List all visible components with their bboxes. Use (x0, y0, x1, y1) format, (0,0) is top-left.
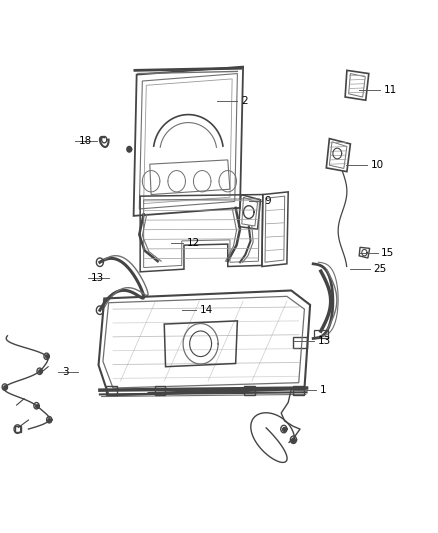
Text: 1: 1 (320, 385, 326, 395)
Text: 15: 15 (381, 248, 394, 257)
Text: 11: 11 (384, 85, 397, 94)
Text: 13: 13 (318, 336, 331, 346)
Text: 2: 2 (241, 96, 247, 106)
Text: 3: 3 (62, 367, 68, 377)
Text: 25: 25 (374, 264, 387, 274)
Text: 14: 14 (200, 305, 213, 315)
Text: 13: 13 (91, 273, 104, 283)
Text: 9: 9 (264, 197, 271, 206)
Text: 12: 12 (187, 238, 200, 247)
Text: 18: 18 (79, 136, 92, 146)
Text: 10: 10 (371, 160, 384, 170)
